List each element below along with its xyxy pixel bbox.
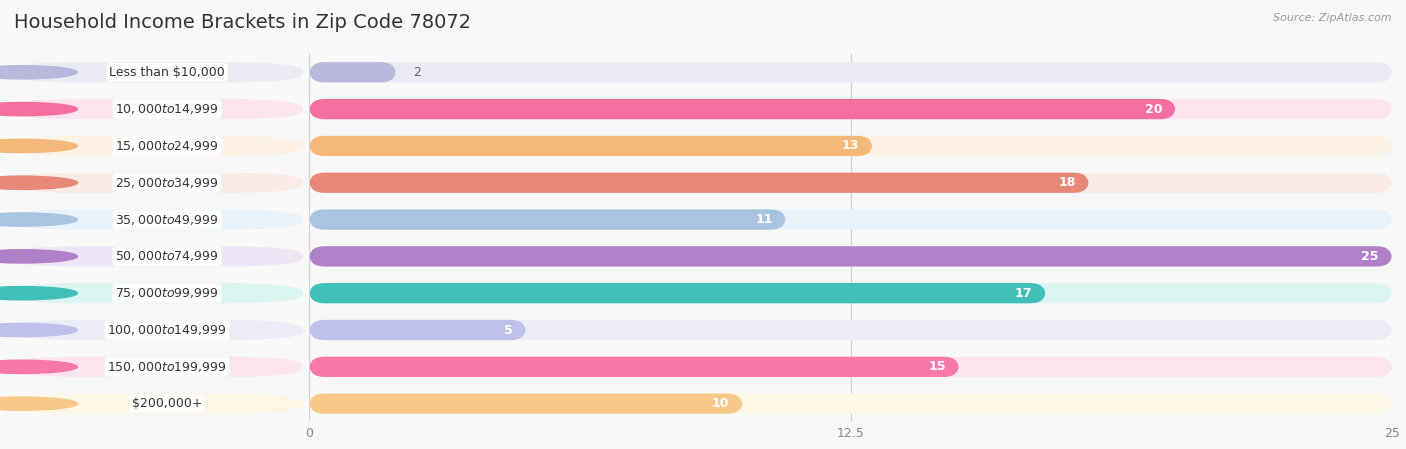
FancyBboxPatch shape: [6, 320, 304, 340]
Text: Source: ZipAtlas.com: Source: ZipAtlas.com: [1274, 13, 1392, 23]
FancyBboxPatch shape: [309, 246, 1392, 267]
Text: $25,000 to $34,999: $25,000 to $34,999: [115, 176, 219, 190]
FancyBboxPatch shape: [309, 99, 1175, 119]
Text: $10,000 to $14,999: $10,000 to $14,999: [115, 102, 219, 116]
Circle shape: [0, 360, 77, 374]
Circle shape: [0, 213, 77, 226]
Text: 2: 2: [413, 66, 422, 79]
FancyBboxPatch shape: [309, 320, 526, 340]
Text: $100,000 to $149,999: $100,000 to $149,999: [107, 323, 226, 337]
FancyBboxPatch shape: [6, 393, 304, 414]
Text: Less than $10,000: Less than $10,000: [110, 66, 225, 79]
FancyBboxPatch shape: [309, 136, 872, 156]
FancyBboxPatch shape: [309, 172, 1088, 193]
FancyBboxPatch shape: [309, 62, 1392, 83]
FancyBboxPatch shape: [309, 283, 1046, 304]
FancyBboxPatch shape: [6, 283, 304, 304]
Circle shape: [0, 176, 77, 189]
FancyBboxPatch shape: [6, 172, 304, 193]
Text: $35,000 to $49,999: $35,000 to $49,999: [115, 212, 219, 227]
Text: 15: 15: [928, 361, 946, 373]
Text: 5: 5: [505, 324, 513, 336]
Text: 13: 13: [842, 140, 859, 152]
FancyBboxPatch shape: [309, 393, 742, 414]
Text: $150,000 to $199,999: $150,000 to $199,999: [107, 360, 226, 374]
FancyBboxPatch shape: [6, 99, 304, 119]
FancyBboxPatch shape: [309, 136, 1392, 156]
FancyBboxPatch shape: [6, 209, 304, 230]
FancyBboxPatch shape: [6, 62, 304, 83]
Text: 10: 10: [711, 397, 730, 410]
FancyBboxPatch shape: [309, 320, 1392, 340]
Circle shape: [0, 397, 77, 410]
FancyBboxPatch shape: [6, 357, 304, 377]
FancyBboxPatch shape: [309, 172, 1392, 193]
Text: 17: 17: [1015, 287, 1032, 299]
FancyBboxPatch shape: [309, 393, 1392, 414]
Circle shape: [0, 102, 77, 116]
FancyBboxPatch shape: [309, 283, 1392, 304]
Text: $15,000 to $24,999: $15,000 to $24,999: [115, 139, 219, 153]
Text: 18: 18: [1059, 176, 1076, 189]
Text: Household Income Brackets in Zip Code 78072: Household Income Brackets in Zip Code 78…: [14, 13, 471, 32]
FancyBboxPatch shape: [309, 246, 1392, 267]
Text: 25: 25: [1361, 250, 1379, 263]
Circle shape: [0, 250, 77, 263]
Circle shape: [0, 139, 77, 153]
FancyBboxPatch shape: [309, 357, 959, 377]
FancyBboxPatch shape: [309, 62, 396, 83]
Circle shape: [0, 323, 77, 337]
FancyBboxPatch shape: [309, 209, 786, 230]
FancyBboxPatch shape: [309, 357, 1392, 377]
Text: 11: 11: [755, 213, 773, 226]
Text: $50,000 to $74,999: $50,000 to $74,999: [115, 249, 219, 264]
FancyBboxPatch shape: [309, 209, 1392, 230]
FancyBboxPatch shape: [309, 99, 1392, 119]
Circle shape: [0, 66, 77, 79]
FancyBboxPatch shape: [6, 136, 304, 156]
Circle shape: [0, 286, 77, 300]
Text: $75,000 to $99,999: $75,000 to $99,999: [115, 286, 219, 300]
Text: 20: 20: [1144, 103, 1163, 115]
Text: $200,000+: $200,000+: [132, 397, 202, 410]
FancyBboxPatch shape: [6, 246, 304, 267]
